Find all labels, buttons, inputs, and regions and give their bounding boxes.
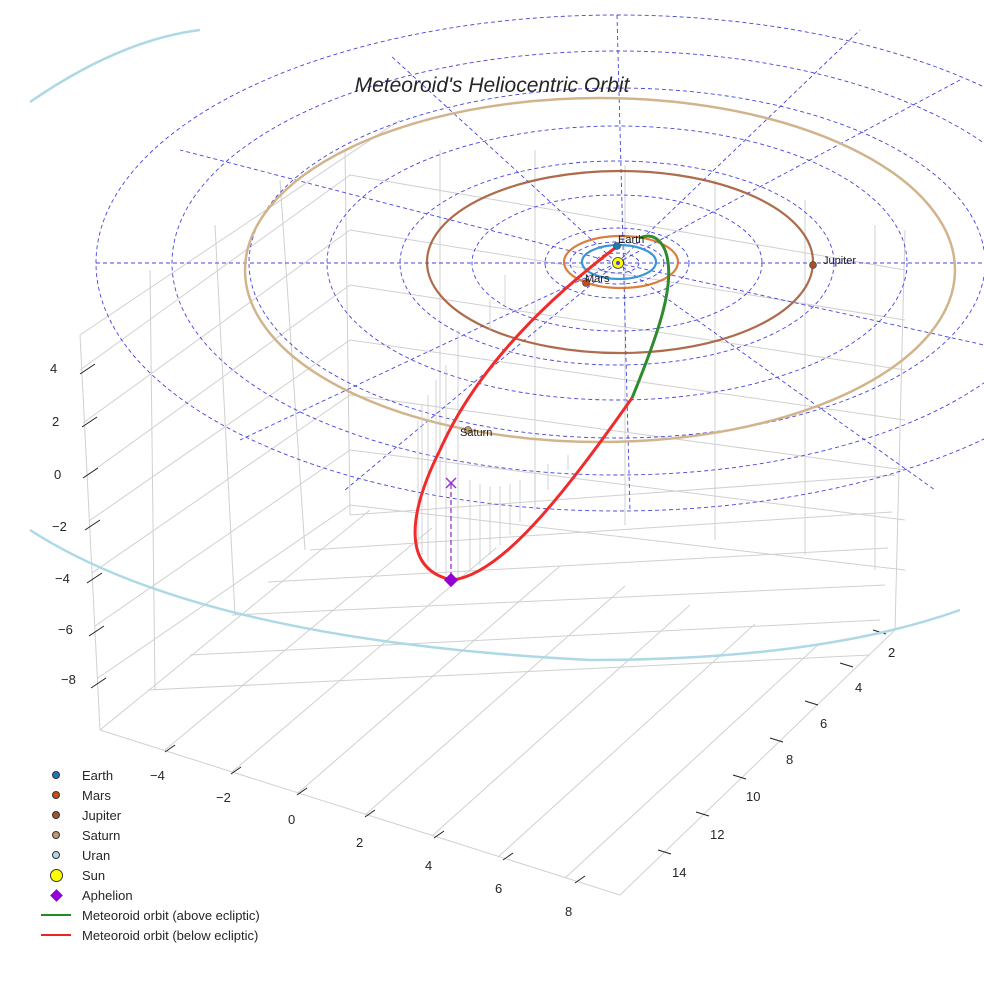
legend-item-uran: Uran <box>36 845 260 865</box>
saturn-marker <box>464 426 472 434</box>
legend: Earth Mars Jupiter Saturn Uran Sun Aphel… <box>36 765 260 945</box>
pane-grid <box>79 119 906 896</box>
y-tick: 2 <box>888 645 896 660</box>
chart-title: Meteoroid's Heliocentric Orbit <box>354 74 630 97</box>
y-tick: 6 <box>820 716 828 731</box>
legend-label: Mars <box>82 787 111 803</box>
x-tick: −2 <box>216 790 231 805</box>
legend-item-orbit-below: Meteoroid orbit (below ecliptic) <box>36 925 260 945</box>
green-line-icon <box>41 914 71 916</box>
z-tick: 2 <box>52 414 60 429</box>
legend-label: Earth <box>82 767 114 783</box>
saturn-dot-icon <box>52 831 60 839</box>
sun-dot-icon <box>49 868 63 882</box>
legend-item-jupiter: Jupiter <box>36 805 260 825</box>
legend-item-sun: Sun <box>36 865 260 885</box>
y-tick: 4 <box>855 680 863 695</box>
legend-item-aphelion: Aphelion <box>36 885 260 905</box>
meteoroid-orbit-above <box>630 234 671 399</box>
meteoroid-orbit-below <box>413 246 634 582</box>
jupiter-dot-icon <box>52 811 60 819</box>
mars-dot-icon <box>52 791 60 799</box>
mars-marker <box>582 279 590 287</box>
legend-item-saturn: Saturn <box>36 825 260 845</box>
jupiter-marker <box>809 261 817 269</box>
y-tick: 10 <box>746 789 761 804</box>
uranus-orbit <box>29 28 961 662</box>
x-tick: 4 <box>425 858 433 873</box>
y-tick: 12 <box>710 827 725 842</box>
label-earth: Earth <box>618 234 645 246</box>
projection-stems <box>417 275 569 578</box>
x-tick: −4 <box>150 768 165 783</box>
axis-ticks <box>79 363 887 884</box>
x-tick: 2 <box>356 835 364 850</box>
red-line-icon <box>41 934 71 936</box>
legend-label: Uran <box>82 847 111 863</box>
legend-label: Aphelion <box>82 887 133 903</box>
mars-orbit <box>562 234 680 290</box>
z-tick: 0 <box>54 467 62 482</box>
z-tick: −8 <box>61 672 76 687</box>
y-tick: 8 <box>786 752 794 767</box>
aphelion-diamond-icon <box>49 888 63 902</box>
aphelion-marker <box>443 572 459 588</box>
z-tick: 4 <box>50 361 58 376</box>
legend-item-mars: Mars <box>36 785 260 805</box>
x-tick: 0 <box>288 812 296 827</box>
label-jupiter: Jupiter <box>823 255 857 267</box>
legend-label: Jupiter <box>82 807 122 823</box>
uran-dot-icon <box>52 851 60 859</box>
x-tick: 8 <box>565 904 573 919</box>
saturn-orbit <box>243 96 957 444</box>
x-tick: 6 <box>495 881 503 896</box>
legend-label: Saturn <box>82 827 121 843</box>
y-tick: 14 <box>672 865 687 880</box>
legend-item-orbit-above: Meteoroid orbit (above ecliptic) <box>36 905 260 925</box>
ecliptic-polar-grid <box>95 14 984 512</box>
z-tick: −2 <box>52 519 67 534</box>
sun-core-icon <box>616 261 620 265</box>
earth-marker <box>613 242 621 250</box>
z-tick: −4 <box>55 571 70 586</box>
legend-label: Meteoroid orbit (below ecliptic) <box>82 927 259 943</box>
legend-item-earth: Earth <box>36 765 260 785</box>
z-tick: −6 <box>58 622 73 637</box>
legend-label: Meteoroid orbit (above ecliptic) <box>82 907 260 923</box>
earth-dot-icon <box>52 771 60 779</box>
aphelion-projection-x-icon <box>445 477 457 489</box>
label-mars: Mars <box>585 273 610 285</box>
legend-label: Sun <box>82 867 106 883</box>
label-saturn: Saturn <box>460 427 493 439</box>
